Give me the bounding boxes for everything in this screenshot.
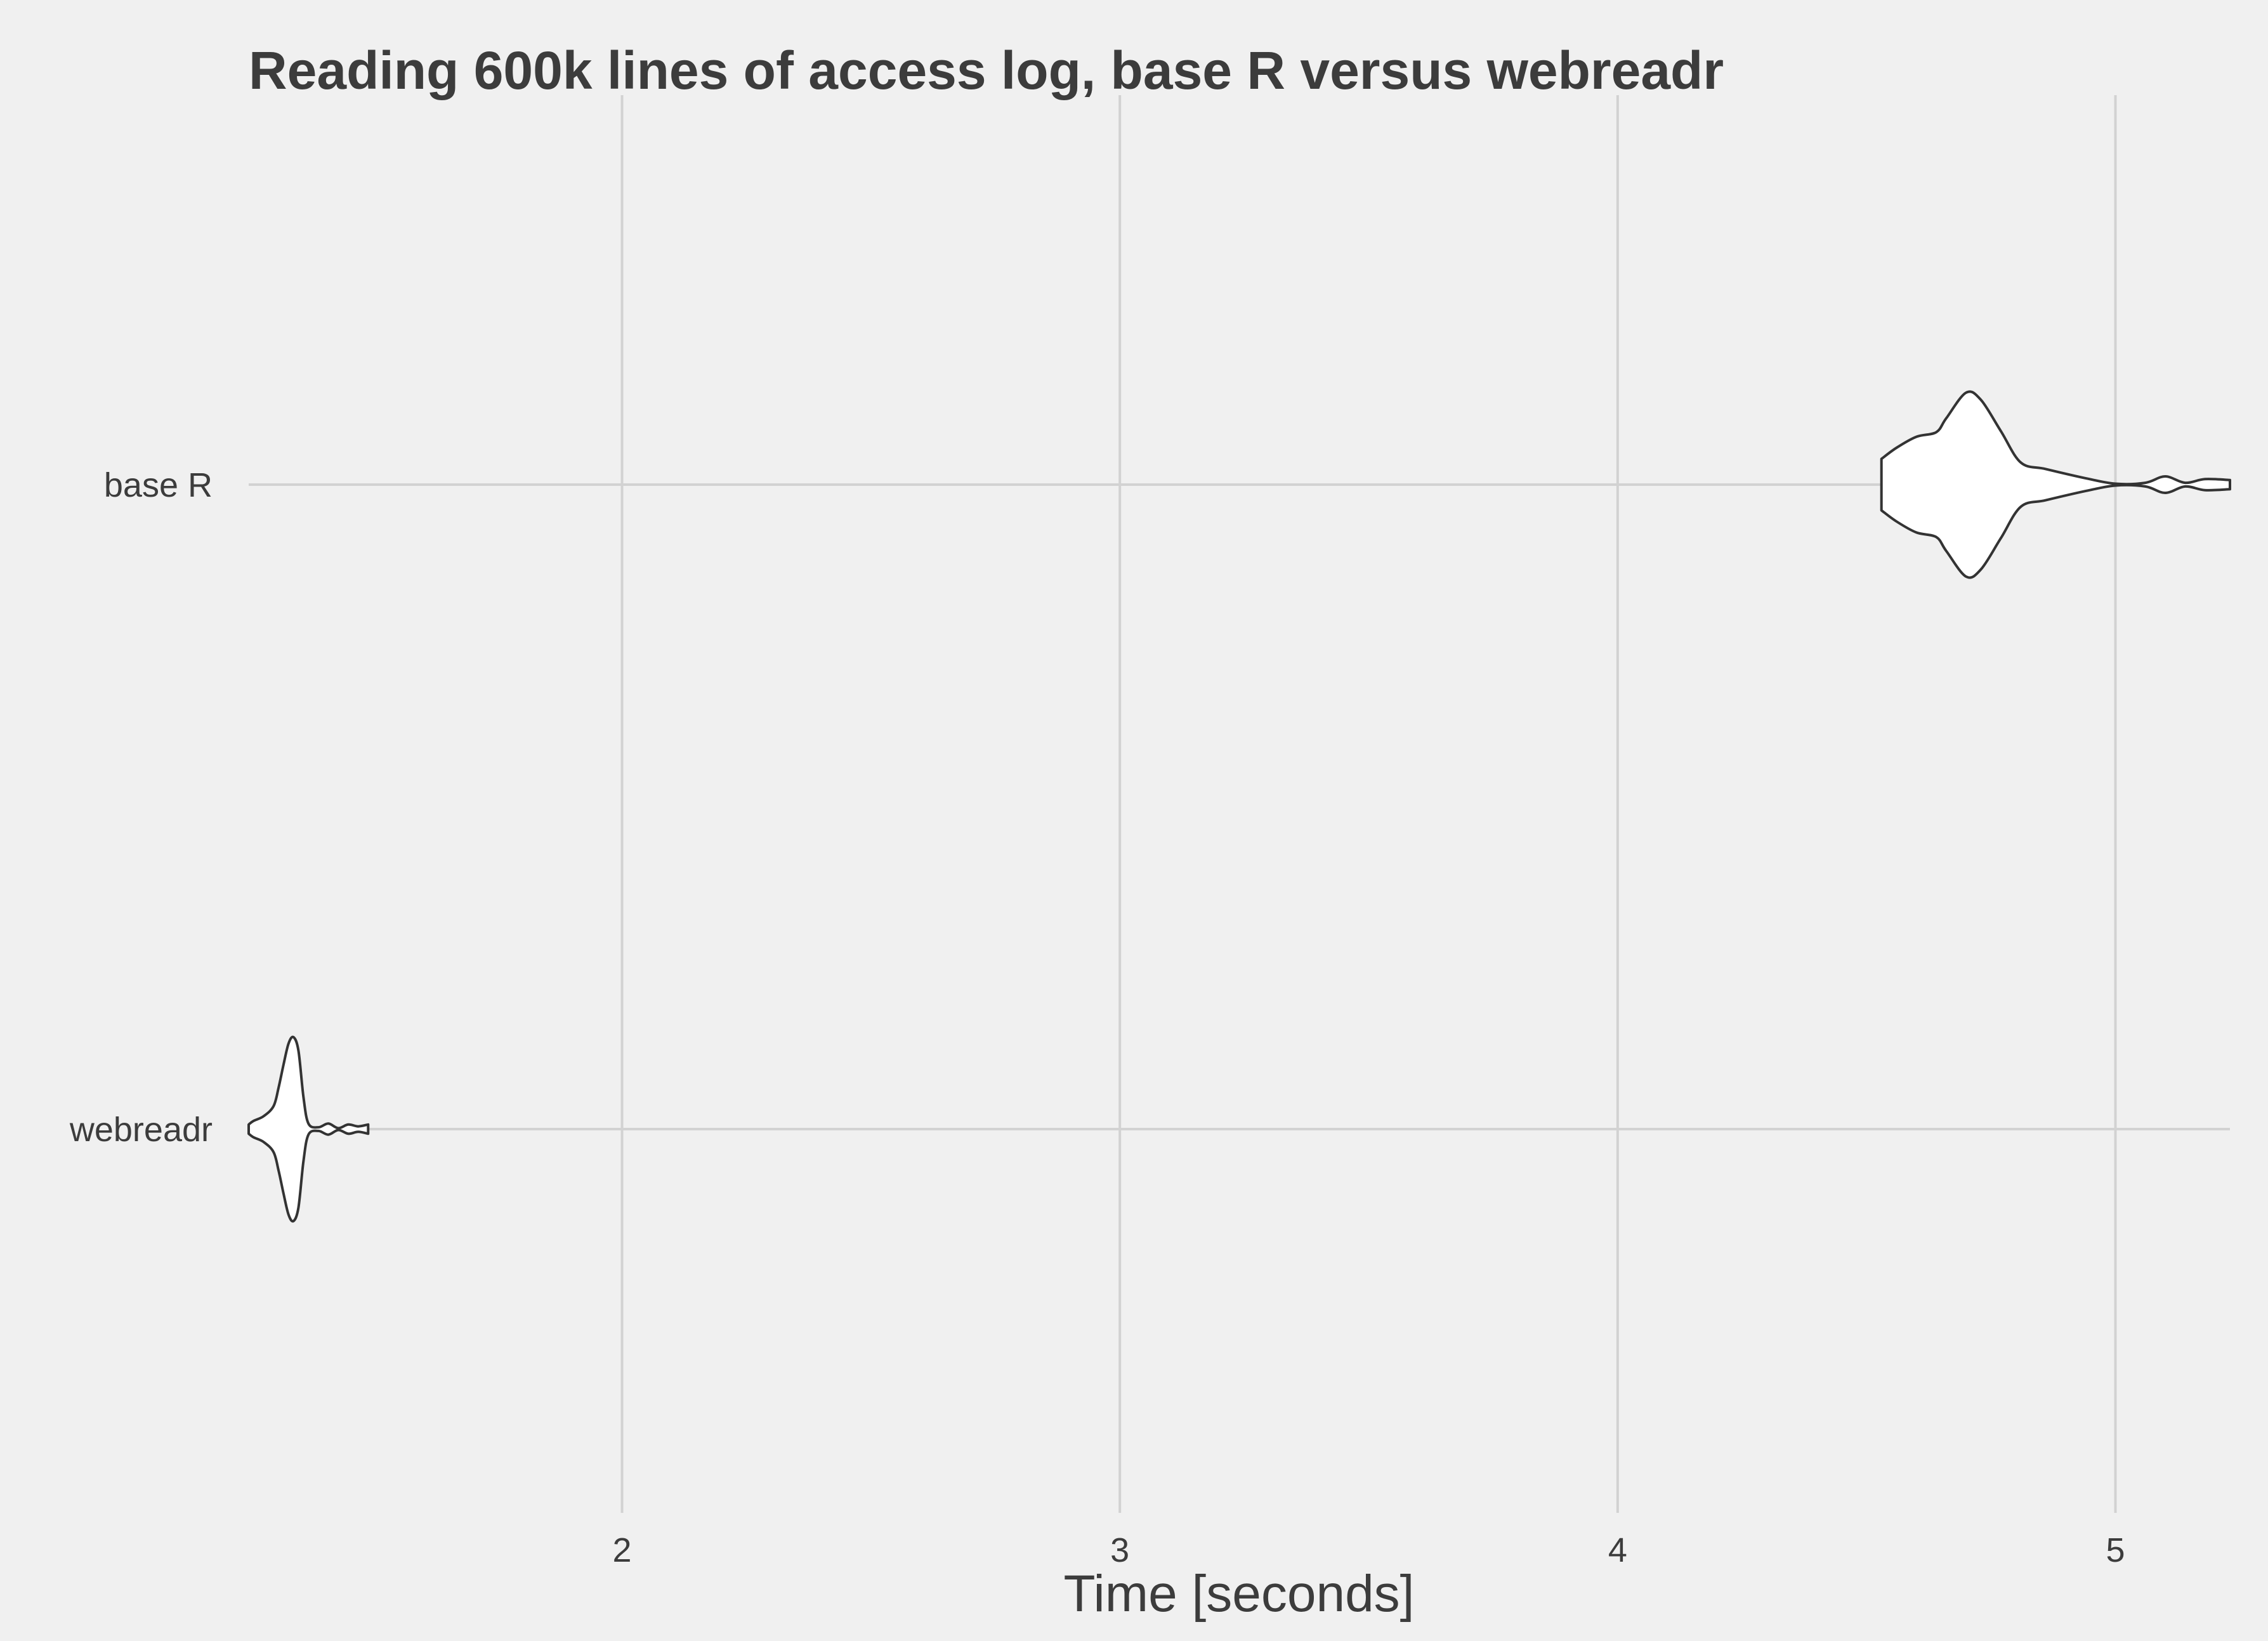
y-tick-label-base-R: base R (104, 466, 213, 504)
grid-layer (249, 95, 2230, 1513)
violin-layer (247, 390, 2231, 1223)
violin-webreadr (247, 1035, 370, 1223)
violin-base-R (1880, 390, 2231, 579)
x-axis-title: Time [seconds] (1064, 1565, 1415, 1623)
x-tick-label-2: 2 (612, 1531, 631, 1569)
x-tick-label-5: 5 (2106, 1531, 2125, 1569)
chart-title: Reading 600k lines of access log, base R… (249, 41, 1724, 100)
x-tick-label-3: 3 (1110, 1531, 1129, 1569)
label-layer: Reading 600k lines of access log, base R… (69, 41, 2125, 1623)
x-tick-label-4: 4 (1608, 1531, 1627, 1569)
y-tick-label-webreadr: webreadr (69, 1111, 213, 1149)
